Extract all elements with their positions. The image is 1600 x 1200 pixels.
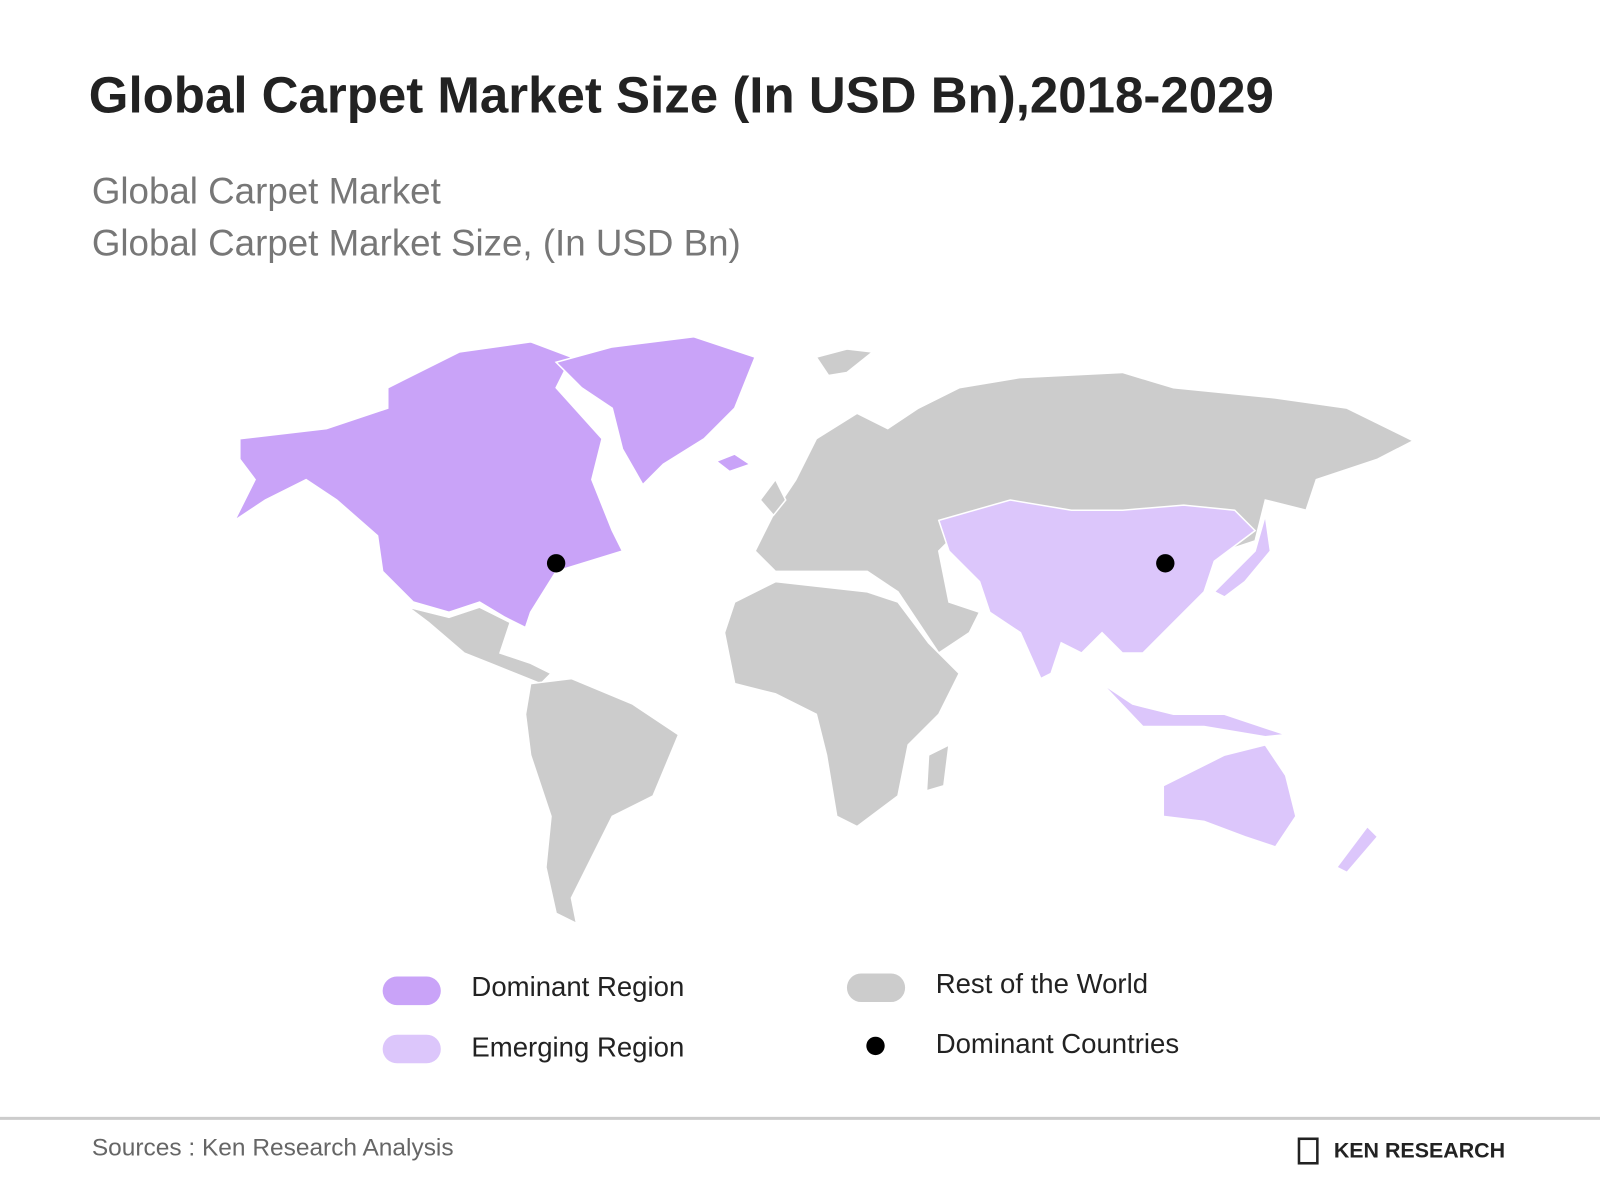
region-new-zealand xyxy=(1335,825,1379,874)
legend-label: Emerging Region xyxy=(471,1031,684,1062)
source-note: Sources : Ken Research Analysis xyxy=(92,1134,454,1161)
region-africa xyxy=(723,580,961,828)
region-japan xyxy=(1212,515,1272,598)
region-asia xyxy=(937,499,1257,680)
legend-label: Dominant Countries xyxy=(936,1028,1179,1059)
region-central-america xyxy=(407,606,553,685)
region-indonesia xyxy=(1101,683,1286,738)
region-uk xyxy=(759,478,787,517)
region-svalbard xyxy=(815,348,875,377)
logo: KEN RESEARCH xyxy=(1334,1139,1505,1163)
region-south-america xyxy=(524,677,680,925)
legend-swatch xyxy=(382,1034,441,1064)
region-australia xyxy=(1162,744,1297,848)
legend-label: Rest of the World xyxy=(936,968,1148,999)
legend-swatch xyxy=(382,976,441,1006)
legend-swatch xyxy=(846,973,906,1003)
region-iceland xyxy=(714,453,752,473)
legend: Dominant Region Emerging Region Rest of … xyxy=(382,968,1179,1064)
region-greenland xyxy=(554,335,757,486)
region-madagascar xyxy=(925,743,950,792)
region-north-america xyxy=(232,341,624,629)
world-map xyxy=(232,335,1415,925)
logo-icon xyxy=(1297,1137,1319,1165)
dominant-country-dot xyxy=(1156,554,1175,573)
dominant-country-dot xyxy=(546,554,566,573)
legend-dot xyxy=(866,1036,885,1056)
subtitle: Global Carpet Market xyxy=(92,171,441,212)
subtitle: Global Carpet Market Size, (In USD Bn) xyxy=(92,223,741,264)
title: Global Carpet Market Size (In USD Bn),20… xyxy=(89,66,1274,123)
legend-label: Dominant Region xyxy=(471,971,684,1002)
